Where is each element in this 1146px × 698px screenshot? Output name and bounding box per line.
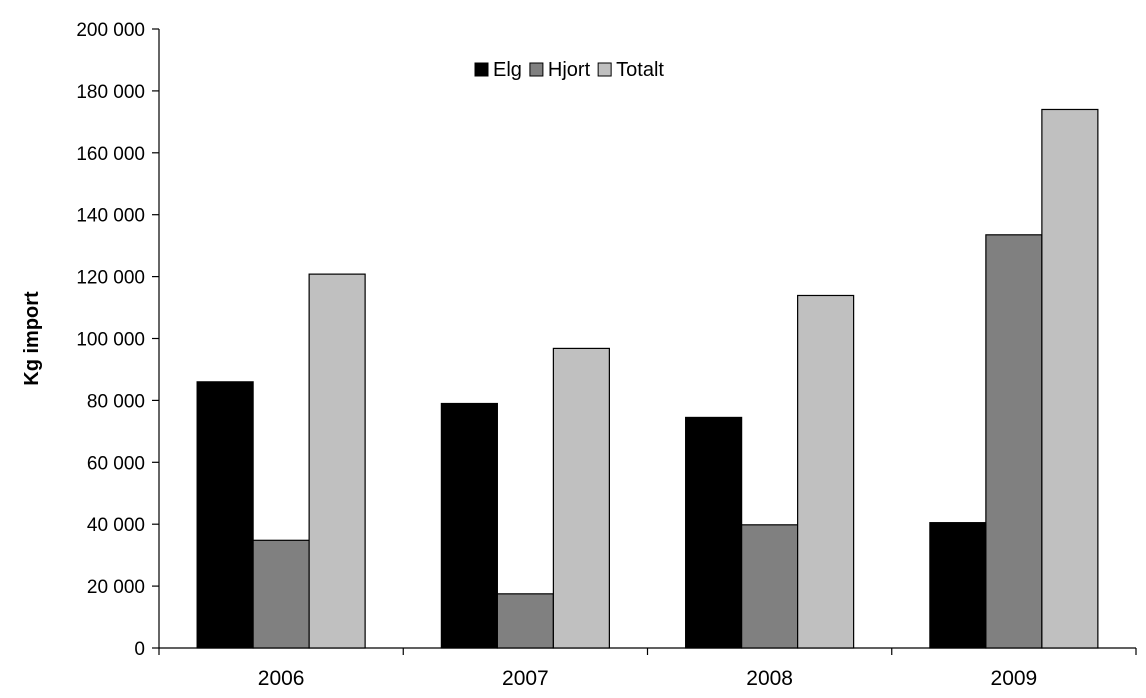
bar-elg-2009: [929, 522, 987, 649]
bar-elg-2006: [196, 381, 254, 649]
bar-elg-2007: [440, 402, 498, 649]
y-tick-label: 160 000: [76, 144, 145, 165]
y-axis-title: Kg import: [21, 291, 43, 386]
y-tick-label: 60 000: [87, 453, 145, 474]
bar-hjort-2008: [741, 524, 799, 649]
y-tick-label: 180 000: [76, 82, 145, 103]
legend-swatch-hjort: [529, 62, 544, 77]
x-tick-label: 2007: [502, 667, 549, 690]
x-tick-label: 2009: [991, 667, 1038, 690]
y-tick-label: 100 000: [76, 330, 145, 351]
bars: [196, 108, 1099, 649]
bar-totalt-2008: [797, 294, 855, 649]
x-tick-label: 2008: [746, 667, 793, 690]
x-tick-label: 2006: [258, 667, 305, 690]
legend-label-hjort: Hjort: [548, 59, 591, 81]
y-tick-label: 200 000: [76, 20, 145, 41]
y-tick-label: 140 000: [76, 206, 145, 227]
y-tick-label: 0: [134, 639, 145, 660]
legend-label-elg: Elg: [493, 59, 522, 81]
y-tick-label: 40 000: [87, 515, 145, 536]
bar-hjort-2009: [985, 234, 1043, 649]
bar-hjort-2006: [252, 539, 310, 649]
y-tick-label: 80 000: [87, 391, 145, 412]
legend-swatch-elg: [474, 62, 489, 77]
y-tick-label: 120 000: [76, 268, 145, 289]
y-tick-label: 20 000: [87, 577, 145, 598]
bar-totalt-2007: [552, 347, 610, 649]
bar-hjort-2007: [496, 593, 554, 649]
legend-swatch-totalt: [597, 62, 612, 77]
bar-totalt-2006: [308, 273, 366, 649]
legend-label-totalt: Totalt: [616, 59, 664, 81]
legend: Elg Hjort Totalt: [474, 59, 664, 81]
labels: 0 20 000 40 000 60 000 80 000 100 000 120 000 1…: [21, 20, 1037, 690]
bar-totalt-2009: [1041, 108, 1099, 649]
bar-elg-2008: [685, 416, 743, 649]
